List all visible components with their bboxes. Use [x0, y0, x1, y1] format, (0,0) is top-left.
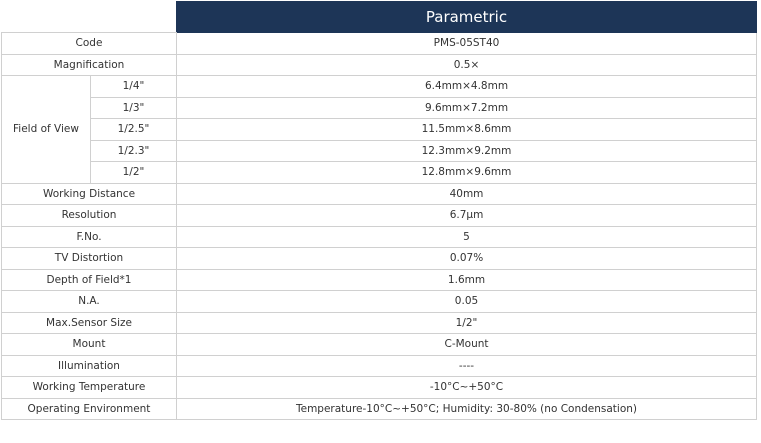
spec-label: Illumination: [1, 354, 177, 377]
spec-value: Temperature-10°C~+50°C; Humidity: 30-80%…: [176, 397, 757, 420]
spec-label: Working Distance: [1, 182, 177, 205]
fov-value: 12.3mm×9.2mm: [176, 139, 757, 162]
fov-value: 11.5mm×8.6mm: [176, 118, 757, 141]
spec-value: 0.05: [176, 290, 757, 313]
spec-label: Magnification: [1, 53, 177, 76]
spec-label: N.A.: [1, 290, 177, 313]
spec-value: PMS-05ST40: [176, 32, 757, 55]
spec-label: F.No.: [1, 225, 177, 248]
sensor-size: 1/4": [90, 75, 177, 98]
spec-value: -10°C~+50°C: [176, 376, 757, 399]
spec-label: Resolution: [1, 204, 177, 227]
fov-label: Field of View: [1, 75, 91, 184]
spec-row: N.A. 0.05: [1, 290, 757, 313]
spec-row: F.No. 5: [1, 225, 757, 248]
spec-label: Depth of Field*1: [1, 268, 177, 291]
spec-label: Operating Environment: [1, 397, 177, 420]
spec-row: Depth of Field*1 1.6mm: [1, 268, 757, 291]
spec-value: ----: [176, 354, 757, 377]
spec-label: Mount: [1, 333, 177, 356]
fov-row: 1/2" 12.8mm×9.6mm: [2, 161, 757, 184]
spec-row: Working Temperature -10°C~+50°C: [1, 376, 757, 399]
spec-row: Magnification 0.5×: [1, 53, 757, 76]
spec-row: Max.Sensor Size 1/2": [1, 311, 757, 334]
blank-cell: [1, 1, 177, 33]
spec-label: Max.Sensor Size: [1, 311, 177, 334]
spec-row: Operating Environment Temperature-10°C~+5…: [1, 397, 757, 420]
header-row: Parametric: [1, 1, 757, 33]
spec-row: Working Distance 40mm: [1, 182, 757, 205]
fov-value: 6.4mm×4.8mm: [176, 75, 757, 98]
fov-row: 1/2.5" 11.5mm×8.6mm: [2, 118, 757, 141]
sensor-size: 1/2.3": [90, 139, 177, 162]
spec-value: 0.5×: [176, 53, 757, 76]
sensor-size: 1/2.5": [90, 118, 177, 141]
header-title: Parametric: [176, 1, 757, 33]
spec-value: 0.07%: [176, 247, 757, 270]
spec-row: Code PMS-05ST40: [1, 32, 757, 55]
spec-label: Working Temperature: [1, 376, 177, 399]
spec-value: 40mm: [176, 182, 757, 205]
spec-label: TV Distortion: [1, 247, 177, 270]
sensor-size: 1/3": [90, 96, 177, 119]
spec-row: Illumination ----: [1, 354, 757, 377]
spec-row: Mount C-Mount: [1, 333, 757, 356]
spec-label: Code: [1, 32, 177, 55]
fov-row: Field of View 1/4" 6.4mm×4.8mm: [1, 75, 757, 184]
spec-value: C-Mount: [176, 333, 757, 356]
spec-row: Resolution 6.7μm: [1, 204, 757, 227]
spec-value: 6.7μm: [176, 204, 757, 227]
fov-row: 1/2.3" 12.3mm×9.2mm: [2, 139, 757, 162]
spec-value: 1/2": [176, 311, 757, 334]
spec-value: 5: [176, 225, 757, 248]
sensor-size: 1/2": [90, 161, 177, 184]
spec-table: Parametric Code PMS-05ST40 Magnification 0.…: [1, 1, 757, 420]
spec-row: TV Distortion 0.07%: [1, 247, 757, 270]
spec-value: 1.6mm: [176, 268, 757, 291]
fov-row: 1/3" 9.6mm×7.2mm: [2, 96, 757, 119]
fov-value: 9.6mm×7.2mm: [176, 96, 757, 119]
fov-value: 12.8mm×9.6mm: [176, 161, 757, 184]
